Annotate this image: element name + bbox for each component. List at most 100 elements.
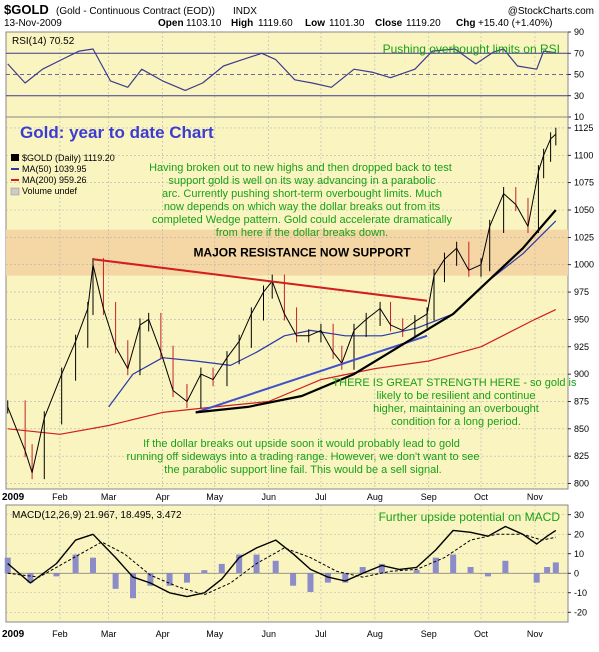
macd-legend: MACD(12,26,9) 21.967, 18.495, 3.472	[12, 510, 182, 521]
legend-keys	[10, 154, 20, 196]
annotation-dollar-text: running off sideways into a trading rang…	[127, 451, 480, 463]
price-tick-label: 1000	[574, 260, 594, 270]
macd-histogram-bar	[290, 573, 297, 586]
axis-bottom-month-label: Mar	[101, 629, 117, 639]
price-panel: 800 825 850 875 900 925 950 975 1000 1025 1050 1075…	[5, 116, 594, 490]
annotation-strength: THERE IS GREAT STRENGTH HERE - so gold i…	[332, 377, 579, 428]
axis-top-month-label: Jul	[315, 492, 327, 502]
annotation-top-text: support gold is well on its way advancin…	[168, 175, 436, 187]
annotation-top-line: Having broken out to new highs and then …	[149, 162, 455, 239]
macd-histogram-bar	[342, 573, 349, 583]
axis-top-month-label: Feb	[52, 492, 68, 502]
macd-tick-label: 0	[574, 568, 579, 578]
axis-top-month-label: Nov	[527, 492, 544, 502]
legend-key-volume	[10, 187, 20, 196]
macd-panel: -20 -10 0 10 20 30 MACD(12,26,9) 21.967, 18.4…	[4, 504, 587, 623]
price-tick-label: 825	[574, 451, 589, 461]
annotation-top: Having broken out to new highs and then …	[149, 162, 455, 239]
month-axis-bottom: 2009 Feb Mar Apr May Jun Jul Aug Sep Oct Nov	[2, 629, 543, 640]
rsi-tick-label: 10	[574, 112, 584, 122]
axis-top-month-label: Mar	[101, 492, 117, 502]
macd-annotation: Further upside potential on MACD	[379, 510, 561, 524]
macd-histogram-bar	[236, 554, 243, 574]
close-value: 1119.20	[406, 18, 441, 29]
macd-histogram-bar	[72, 554, 79, 574]
axis-top-month-label: Sep	[421, 492, 437, 502]
month-axis-top: 2009 Feb Mar Apr May Jun Jul Aug Sep Oct Nov	[2, 492, 543, 503]
annotation-strength-text: THERE IS GREAT STRENGTH HERE - so gold i…	[332, 377, 577, 389]
exchange: INDX	[233, 6, 257, 17]
ma200-line	[7, 309, 557, 435]
macd-panel-bg	[5, 504, 569, 623]
annotation-top-text: now depends on which way the dollar brea…	[164, 201, 441, 213]
macd-histogram-bar	[112, 573, 119, 589]
macd-tick-label: 30	[574, 510, 584, 520]
header: $GOLD (Gold - Continuous Contract (EOD))…	[4, 2, 594, 29]
low-label: Low	[305, 18, 325, 29]
annotation-strength-text: condition for a long period.	[391, 416, 521, 428]
rsi-tick-label: 70	[574, 48, 584, 58]
axis-bottom-month-label: Sep	[421, 629, 437, 639]
axis-top-month-label: May	[206, 492, 224, 502]
rsi-annotation: Pushing overbought limits on RSI	[383, 42, 560, 56]
symbol: $GOLD	[4, 2, 49, 17]
legend-ma200: MA(200) 959.26	[22, 175, 87, 185]
annotation-dollar: If the dollar breaks out upside soon it …	[127, 438, 480, 476]
price-tick-label: 950	[574, 314, 589, 324]
legend-volume: Volume undef	[22, 186, 78, 196]
macd-histogram-bar	[552, 562, 559, 574]
price-tick-label: 1075	[574, 178, 594, 188]
chg-label: Chg	[456, 18, 475, 29]
macd-histogram-bar	[89, 557, 96, 574]
macd-tick-label: 10	[574, 549, 584, 559]
legend-ma50: MA(50) 1039.95	[22, 164, 87, 174]
price-tick-label: 1050	[574, 205, 594, 215]
price-tick-label: 1025	[574, 232, 594, 242]
uptrend-line	[195, 334, 428, 414]
legend-key-price	[11, 154, 19, 161]
macd-histogram-bar	[359, 567, 366, 574]
axis-bottom-year-label: 2009	[2, 629, 25, 640]
macd-histogram-bar	[467, 567, 474, 574]
macd-histogram-bar	[166, 573, 173, 586]
macd-histogram-bar	[27, 573, 34, 583]
open-value: 1103.10	[186, 18, 222, 29]
close-label: Close	[375, 18, 403, 29]
axis-bottom-month-label: Nov	[527, 629, 544, 639]
macd-histogram-bar	[183, 573, 190, 583]
macd-signal-line	[7, 533, 556, 596]
axis-top-month-label: Jun	[261, 492, 276, 502]
low-value: 1101.30	[329, 18, 365, 29]
chg-value: +15.40 (+1.40%)	[478, 18, 553, 29]
annotation-strength-text: likely to be resilient and continue	[377, 390, 536, 402]
rsi-tick-label: 50	[574, 70, 584, 80]
axis-bottom-month-label: Feb	[52, 629, 68, 639]
open-label: Open	[158, 18, 184, 29]
annotation-dollar-text: If the dollar breaks out upside soon it …	[143, 438, 460, 450]
macd-tick-label: -20	[574, 607, 587, 617]
watermark: @StockCharts.com	[508, 6, 594, 17]
annotation-top-text: from here if the dollar breaks down.	[216, 227, 388, 239]
axis-bottom-month-label: May	[206, 629, 224, 639]
legend-price: $GOLD (Daily) 1119.20	[22, 153, 115, 163]
macd-histogram-bar	[272, 560, 279, 574]
macd-histogram-bar	[533, 573, 540, 583]
price-tick-label: 875	[574, 396, 589, 406]
rsi-legend: RSI(14) 70.52	[12, 36, 75, 47]
resistance-band-label: MAJOR RESISTANCE NOW SUPPORT	[193, 246, 411, 260]
macd-histogram-bar	[147, 573, 154, 586]
macd-tick-label: -10	[574, 588, 587, 598]
price-tick-label: 1100	[574, 150, 593, 160]
price-tick-label: 850	[574, 424, 589, 434]
macd-histogram-bar	[378, 563, 385, 574]
macd-histogram-bar	[53, 573, 60, 577]
price-tick-label: 975	[574, 287, 589, 297]
axis-bottom-month-label: Jul	[315, 629, 327, 639]
rsi-tick-label: 30	[574, 91, 584, 101]
axis-bottom-month-label: Jun	[261, 629, 276, 639]
annotation-strength-line: THERE IS GREAT STRENGTH HERE - so gold i…	[332, 377, 579, 428]
resistance-line	[92, 258, 428, 302]
macd-histogram-bar	[201, 570, 208, 574]
